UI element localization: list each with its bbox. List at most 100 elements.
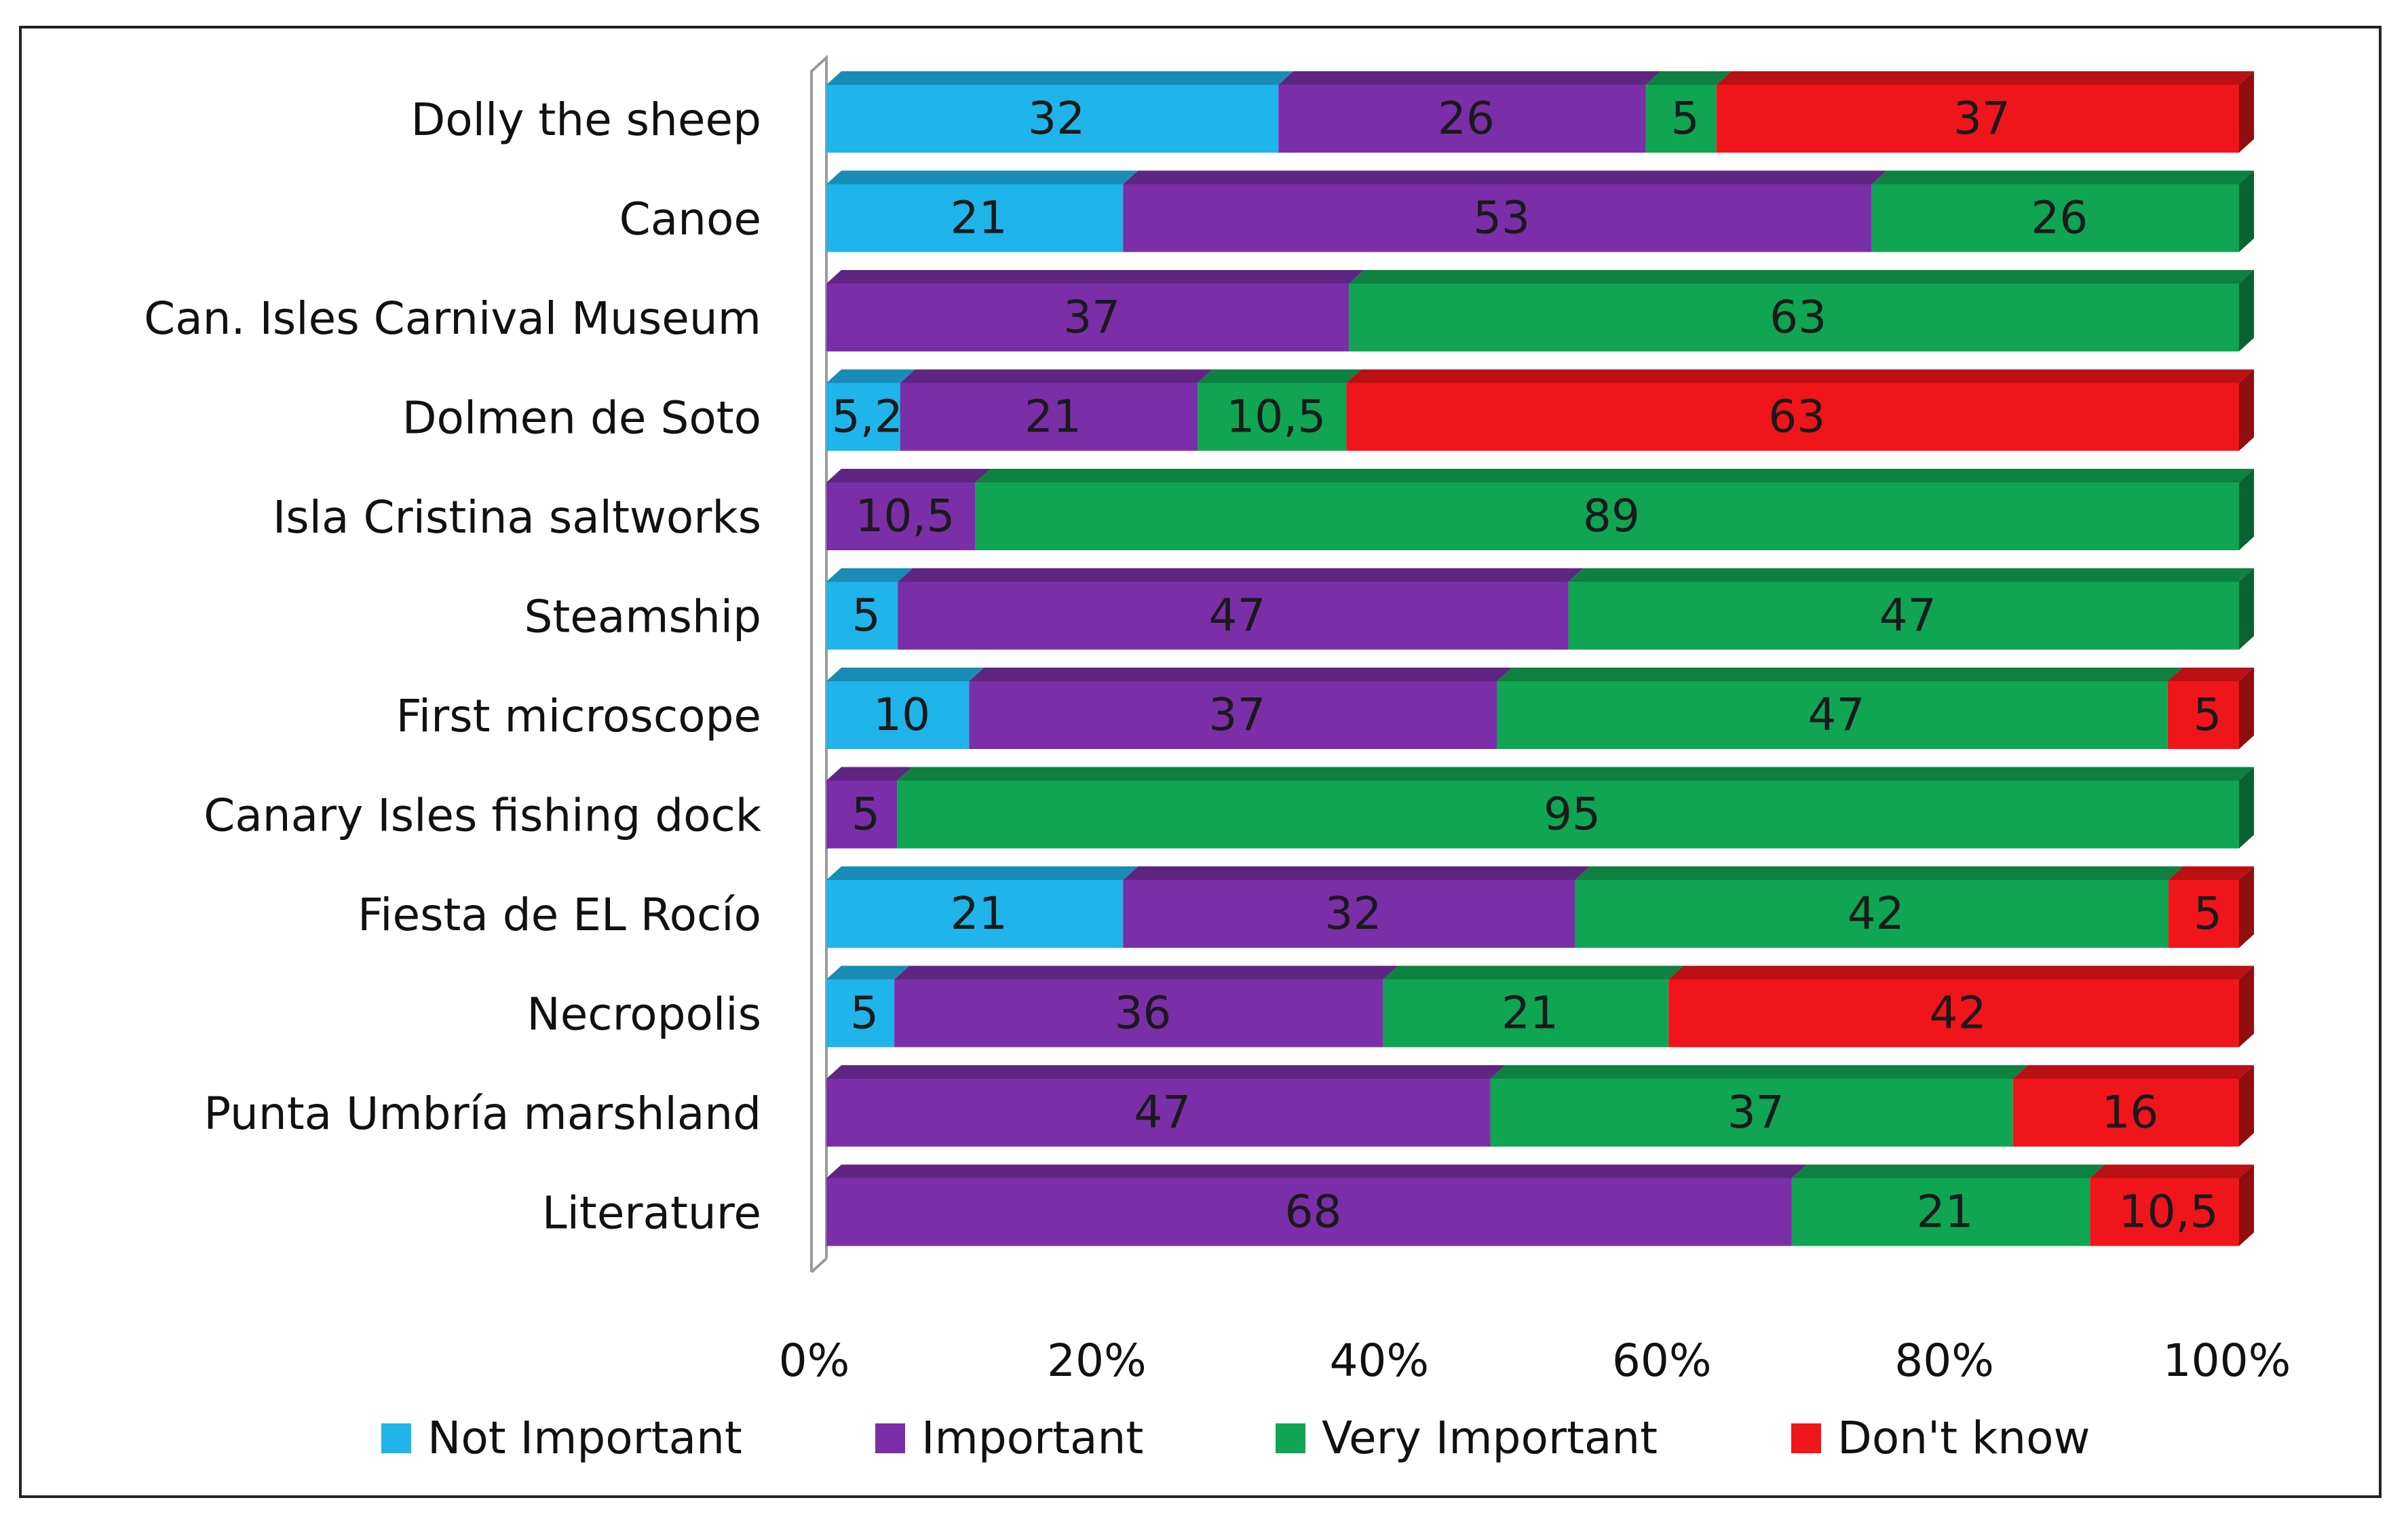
bar-segment <box>1716 85 2239 153</box>
bar-segment <box>1490 1079 2013 1147</box>
bar-segment <box>1278 85 1646 153</box>
bar-segment-top <box>1123 866 1590 880</box>
bar-segment-top <box>975 469 2254 482</box>
category-label: Steamship <box>524 591 761 643</box>
data-label: 21 <box>1025 391 1082 443</box>
x-tick-label: 80% <box>1894 1335 1994 1387</box>
data-label: 37 <box>1063 291 1120 343</box>
bar-side <box>2239 369 2254 451</box>
bar-segment-top <box>1349 270 2254 284</box>
bar-segment-top <box>1198 369 1362 383</box>
bar-segment-top <box>1497 668 2183 681</box>
bar-side <box>2239 866 2254 948</box>
bar-segment-top <box>826 270 1364 284</box>
bar-segment-top <box>969 668 1512 681</box>
bar-segment <box>826 880 1124 948</box>
data-label: 89 <box>1583 490 1640 542</box>
bar-segment-top <box>826 767 913 781</box>
data-label: 53 <box>1473 192 1530 244</box>
data-label: 37 <box>1208 689 1265 741</box>
bar-segment-top <box>897 767 2254 781</box>
legend-label: Very Important <box>1322 1412 1658 1464</box>
data-label: 36 <box>1114 987 1171 1039</box>
bar-segment <box>897 780 2239 849</box>
data-label: 47 <box>1134 1086 1191 1138</box>
bar-segment <box>826 85 1279 153</box>
data-label: 47 <box>1208 590 1265 642</box>
x-tick-label: 60% <box>1612 1335 1712 1387</box>
category-label: First microscope <box>396 690 761 742</box>
bar-segment <box>1575 880 2168 948</box>
bar-side <box>2239 469 2254 550</box>
data-label: 37 <box>1727 1086 1784 1138</box>
bar-segment <box>1346 383 2239 451</box>
axis-layer <box>810 54 828 1273</box>
bar-segment-top <box>826 668 985 681</box>
bar-segment-top <box>2167 668 2254 681</box>
data-label: 47 <box>1808 689 1865 741</box>
category-label: Literature <box>542 1187 761 1240</box>
legend: Not Important Important Very Important Don'… <box>381 1412 2090 1464</box>
bar-side <box>2239 71 2254 153</box>
category-label: Can. Isles Carnival Museum <box>144 292 761 345</box>
bar-segment-top <box>1568 568 2254 582</box>
data-label: 5 <box>852 590 881 642</box>
bar-segment <box>969 681 1497 749</box>
category-label: Canary Isles fishing dock <box>204 790 762 842</box>
bar-segment-top <box>2168 866 2254 880</box>
bar-segment-top <box>1645 71 1732 85</box>
data-label: 47 <box>1879 590 1936 642</box>
bar-segment <box>826 1178 1792 1246</box>
bar-side <box>2239 1065 2254 1147</box>
legend-label: Important <box>921 1412 1143 1464</box>
legend-swatch <box>1791 1423 1821 1453</box>
bar-segment <box>1871 184 2239 252</box>
bar-segment-top <box>826 965 910 980</box>
bar-side <box>2239 568 2254 650</box>
data-label: 10 <box>873 689 930 741</box>
category-label: Fiesta de EL Rocío <box>358 889 761 941</box>
bar-segment-top <box>900 369 1213 383</box>
category-label: Isla Cristina saltworks <box>273 491 761 543</box>
bar-segment-top <box>826 1164 1807 1178</box>
bar-segment <box>826 184 1124 252</box>
bar-segment-top <box>826 866 1139 880</box>
bar-segment <box>2012 1079 2239 1147</box>
bar-segment-top <box>826 369 915 383</box>
bar-segment <box>1349 284 2239 351</box>
x-tick-label: 20% <box>1047 1335 1147 1387</box>
bar-segment <box>975 482 2239 550</box>
data-label: 26 <box>2031 192 2088 244</box>
bar-segment-top <box>1575 866 2183 880</box>
bar-segment-top <box>2012 1065 2254 1079</box>
data-label: 21 <box>951 192 1008 244</box>
bar-segment <box>826 284 1350 351</box>
bar-segment <box>1791 1178 2090 1246</box>
bar-segment-top <box>826 1065 1506 1079</box>
category-label: Dolly the sheep <box>410 94 761 146</box>
bar-segment-top <box>826 71 1294 85</box>
bar-segment <box>1668 979 2239 1048</box>
bar-segment-top <box>1346 369 2254 383</box>
data-label: 63 <box>1770 291 1827 343</box>
bar-segment-top <box>1383 965 1684 980</box>
bar-segment-top <box>1791 1164 2105 1178</box>
data-label: 5 <box>850 987 879 1039</box>
bar-segment <box>1383 979 1669 1048</box>
data-label: 42 <box>1930 987 1987 1039</box>
bar-segment <box>1123 184 1872 252</box>
bar-segment-top <box>826 568 913 582</box>
data-label: 26 <box>1438 92 1495 145</box>
bar-segment <box>826 1079 1491 1147</box>
bar-side <box>2239 965 2254 1048</box>
category-label: Dolmen de Soto <box>402 392 761 444</box>
bar-segment-top <box>898 568 1584 582</box>
bar-segment <box>2090 1178 2239 1246</box>
legend-label: Don't know <box>1837 1412 2090 1464</box>
bar-segment <box>898 581 1569 650</box>
plot-wall <box>810 54 828 1272</box>
data-label: 42 <box>1848 887 1905 940</box>
bar-segment <box>826 780 898 849</box>
x-tick-label: 0% <box>779 1335 850 1387</box>
category-label: Necropolis <box>527 989 761 1041</box>
